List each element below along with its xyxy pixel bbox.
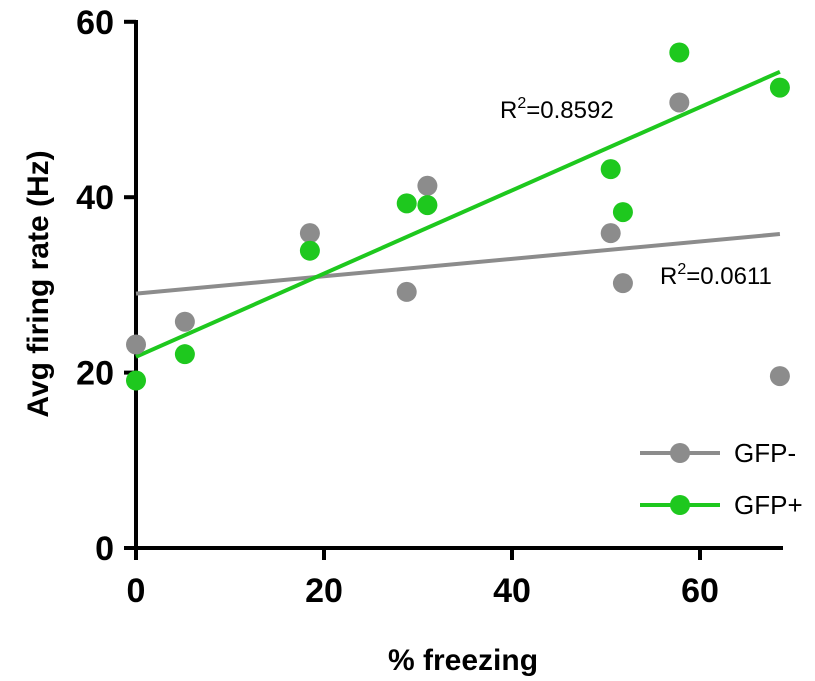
y-tick-label: 0 [95, 530, 114, 568]
point-gfp-minus [600, 223, 621, 244]
y-tick-label: 40 [76, 179, 114, 217]
axes [134, 20, 783, 550]
fit-lines [135, 69, 781, 359]
x-tick-label: 0 [127, 572, 146, 610]
y-tick-label: 20 [76, 355, 114, 393]
legend: GFP- GFP+ [640, 438, 803, 520]
point-gfp-minus [396, 281, 417, 302]
point-gfp-minus [417, 175, 438, 196]
r2-label-gfp-minus: R2=0.0611 [660, 261, 772, 290]
legend-item-gfp-plus: GFP+ [640, 490, 803, 520]
point-gfp-plus [669, 42, 690, 63]
point-gfp-minus [126, 334, 146, 355]
legend-label-gfp-plus: GFP+ [734, 490, 803, 520]
data-points [126, 42, 790, 391]
point-gfp-plus [299, 240, 320, 261]
x-axis-title: % freezing [388, 644, 538, 677]
y-axis-title: Avg firing rate (Hz) [22, 150, 55, 417]
point-gfp-plus [174, 344, 195, 365]
x-tick-label: 20 [305, 572, 343, 610]
point-gfp-minus [612, 273, 633, 294]
x-tick-label: 40 [493, 572, 531, 610]
point-gfp-minus [769, 366, 790, 387]
legend-marker-gfp-minus [670, 443, 690, 463]
x-tick-label: 60 [681, 572, 719, 610]
point-gfp-plus [769, 77, 790, 98]
point-gfp-plus [126, 370, 146, 391]
legend-label-gfp-minus: GFP- [734, 438, 796, 468]
point-gfp-minus [669, 92, 690, 113]
point-gfp-minus [174, 311, 195, 332]
r2-label-gfp-plus: R2=0.8592 [500, 95, 614, 124]
point-gfp-plus [417, 195, 438, 216]
point-gfp-plus [612, 202, 633, 223]
fit-line-gfp-minus [135, 232, 781, 296]
point-gfp-minus [299, 223, 320, 244]
fit-line-gfp-plus [135, 69, 781, 359]
ticks: 0 20 40 60 0 20 40 60 [76, 4, 719, 610]
point-gfp-plus [600, 159, 621, 180]
point-gfp-plus [396, 193, 417, 214]
y-tick-label: 60 [76, 4, 114, 42]
legend-marker-gfp-plus [670, 495, 690, 515]
legend-item-gfp-minus: GFP- [640, 438, 796, 468]
